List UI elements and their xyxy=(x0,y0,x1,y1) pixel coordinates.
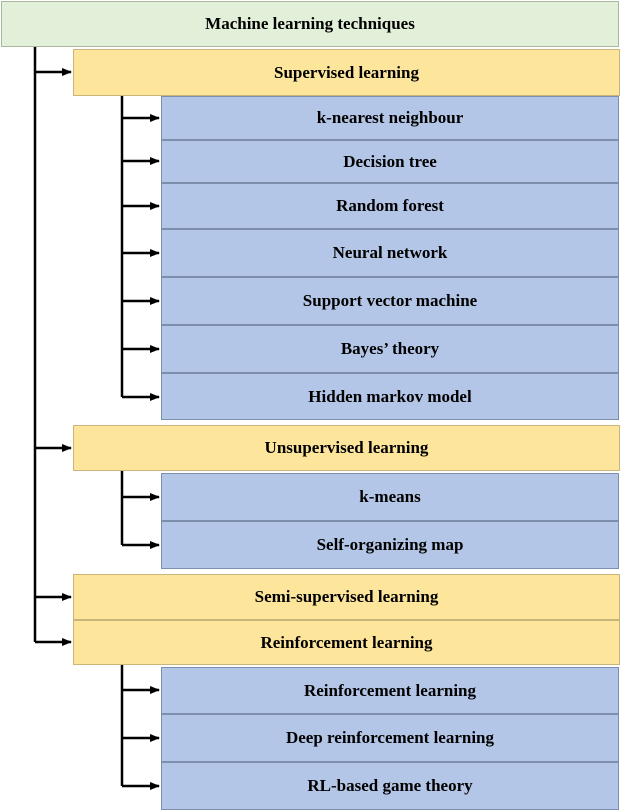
leaf-label: Bayes’ theory xyxy=(340,339,440,358)
leaf-label: Reinforcement learning xyxy=(303,680,476,700)
leaf-label: Neural network xyxy=(332,243,448,262)
leaf-reinforcement-learning: Reinforcement learning xyxy=(161,667,619,714)
category-label: Semi-supervised learning xyxy=(254,587,439,606)
category-supervised: Supervised learning xyxy=(73,49,620,96)
leaf-decision-tree: Decision tree xyxy=(161,140,619,183)
leaf-label: Hidden markov model xyxy=(308,386,472,406)
root-node: Machine learning techniques xyxy=(1,1,619,47)
leaf-label: k-means xyxy=(359,487,421,506)
leaf-random-forest: Random forest xyxy=(161,183,619,229)
category-semi-supervised: Semi-supervised learning xyxy=(73,574,620,620)
leaf-label: Random forest xyxy=(336,196,444,215)
leaf-k-nearest-neighbour: k-nearest neighbour xyxy=(161,96,619,140)
leaf-label: Decision tree xyxy=(343,151,437,171)
leaf-rl-based-game-theory: RL-based game theory xyxy=(161,762,619,810)
leaf-label: Deep reinforcement learning xyxy=(285,728,495,747)
leaf-k-means: k-means xyxy=(161,473,619,521)
category-unsupervised: Unsupervised learning xyxy=(73,425,620,471)
leaf-bayes-theory: Bayes’ theory xyxy=(161,325,619,373)
leaf-label: RL-based game theory xyxy=(307,776,473,795)
category-label: Reinforcement learning xyxy=(260,632,433,652)
leaf-neural-network: Neural network xyxy=(161,229,619,277)
leaf-label: Self-organizing map xyxy=(316,535,464,554)
leaf-hidden-markov-model: Hidden markov model xyxy=(161,373,619,420)
leaf-deep-reinforcement-learning: Deep reinforcement learning xyxy=(161,714,619,762)
leaf-label: k-nearest neighbour xyxy=(316,108,464,127)
category-label: Unsupervised learning xyxy=(264,438,429,457)
leaf-label: Support vector machine xyxy=(302,291,478,310)
category-reinforcement: Reinforcement learning xyxy=(73,620,620,665)
leaf-support-vector-machine: Support vector machine xyxy=(161,277,619,325)
leaf-self-organizing-map: Self-organizing map xyxy=(161,521,619,569)
root-label: Machine learning techniques xyxy=(205,14,415,33)
category-label: Supervised learning xyxy=(274,62,419,82)
